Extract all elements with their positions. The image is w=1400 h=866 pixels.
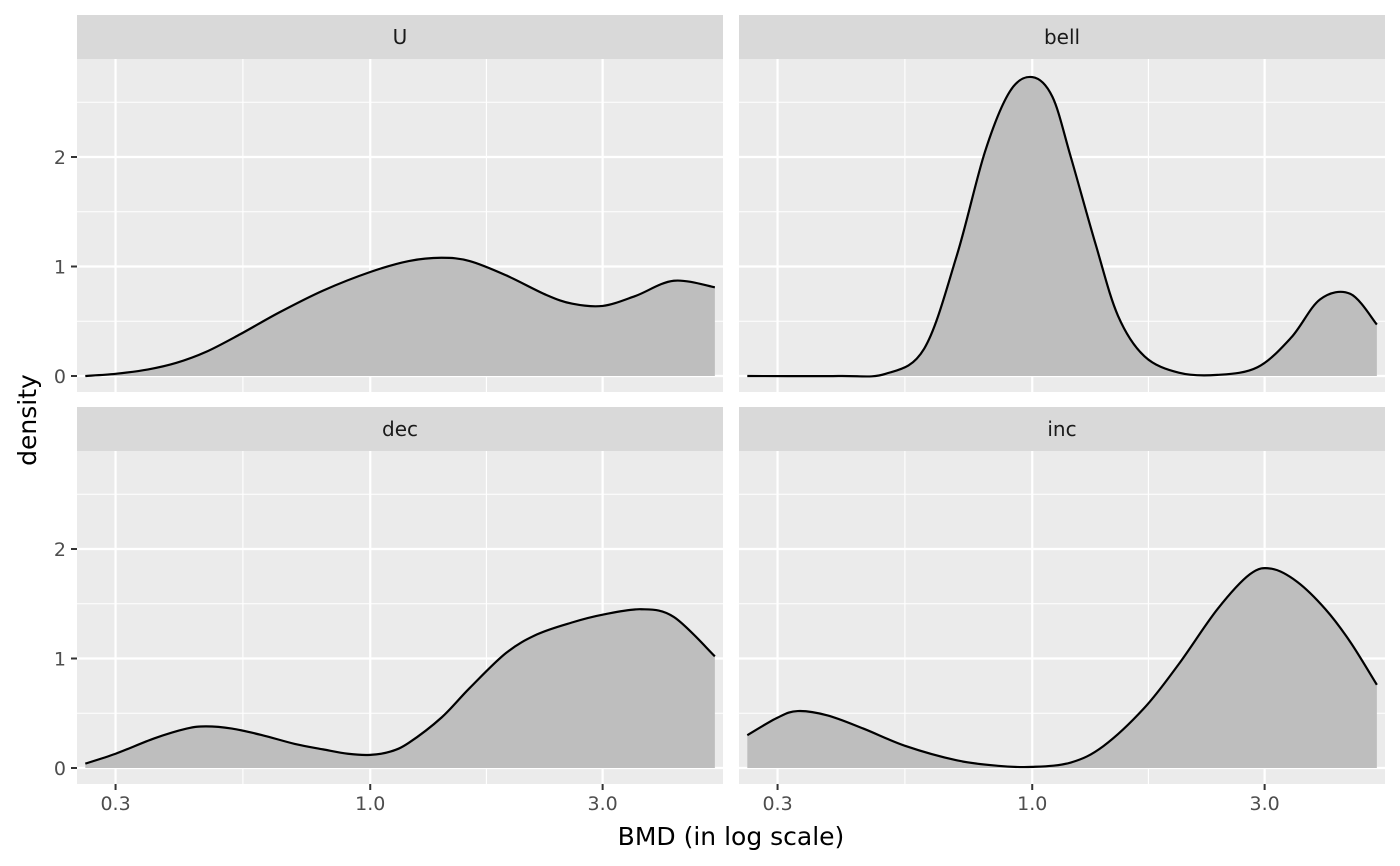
- density-area-u: [85, 257, 715, 376]
- facet-strip: [77, 15, 723, 59]
- facet-strip-label: bell: [1044, 25, 1080, 49]
- y-tick-label: 1: [54, 257, 66, 279]
- facet-strip: [739, 407, 1385, 451]
- facet-u-panel: U: [77, 15, 723, 392]
- facet-strip: [77, 407, 723, 451]
- density-line-bell: [747, 75, 1378, 378]
- y-tick-label: 2: [54, 539, 66, 561]
- density-area-inc: [747, 568, 1377, 768]
- x-tick-label: 0.3: [100, 793, 130, 815]
- facet-bell-panel: bell: [739, 15, 1385, 392]
- facet-strip-label: U: [393, 25, 408, 49]
- density-line-inc: [746, 566, 1378, 769]
- y-tick-label: 0: [54, 366, 66, 388]
- x-tick-label: 0.3: [762, 793, 792, 815]
- facet-inc-panel: inc: [739, 407, 1385, 784]
- y-tick-label: 1: [54, 649, 66, 671]
- facet-strip: [739, 15, 1385, 59]
- x-tick-label: 1.0: [1017, 793, 1047, 815]
- facet-strip-label: inc: [1047, 417, 1076, 441]
- density-area-dec: [85, 609, 715, 768]
- facet-strip-label: dec: [382, 417, 418, 441]
- y-tick-label: 0: [54, 758, 66, 780]
- density-line-u: [85, 256, 716, 378]
- x-tick-label: 3.0: [1250, 793, 1280, 815]
- y-axis-title: density: [13, 374, 42, 466]
- y-tick-label: 2: [54, 147, 66, 169]
- x-axis-title: BMD (in log scale): [618, 822, 845, 851]
- density-area-bell: [747, 76, 1377, 377]
- axes-layer: 0 1 2 0 1 2 0.3 1.0 3.0 0.3 1.0 3.0: [54, 147, 1280, 815]
- density-line-dec: [84, 608, 716, 765]
- facet-dec-panel: dec: [77, 407, 723, 784]
- x-tick-label: 1.0: [355, 793, 385, 815]
- x-tick-label: 3.0: [588, 793, 618, 815]
